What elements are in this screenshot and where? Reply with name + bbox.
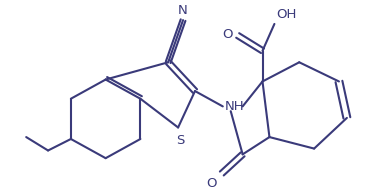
Text: N: N [178,4,188,17]
Text: O: O [222,28,233,41]
Text: S: S [176,134,184,147]
Text: NH: NH [225,100,245,113]
Text: O: O [206,177,217,190]
Text: OH: OH [276,8,297,21]
